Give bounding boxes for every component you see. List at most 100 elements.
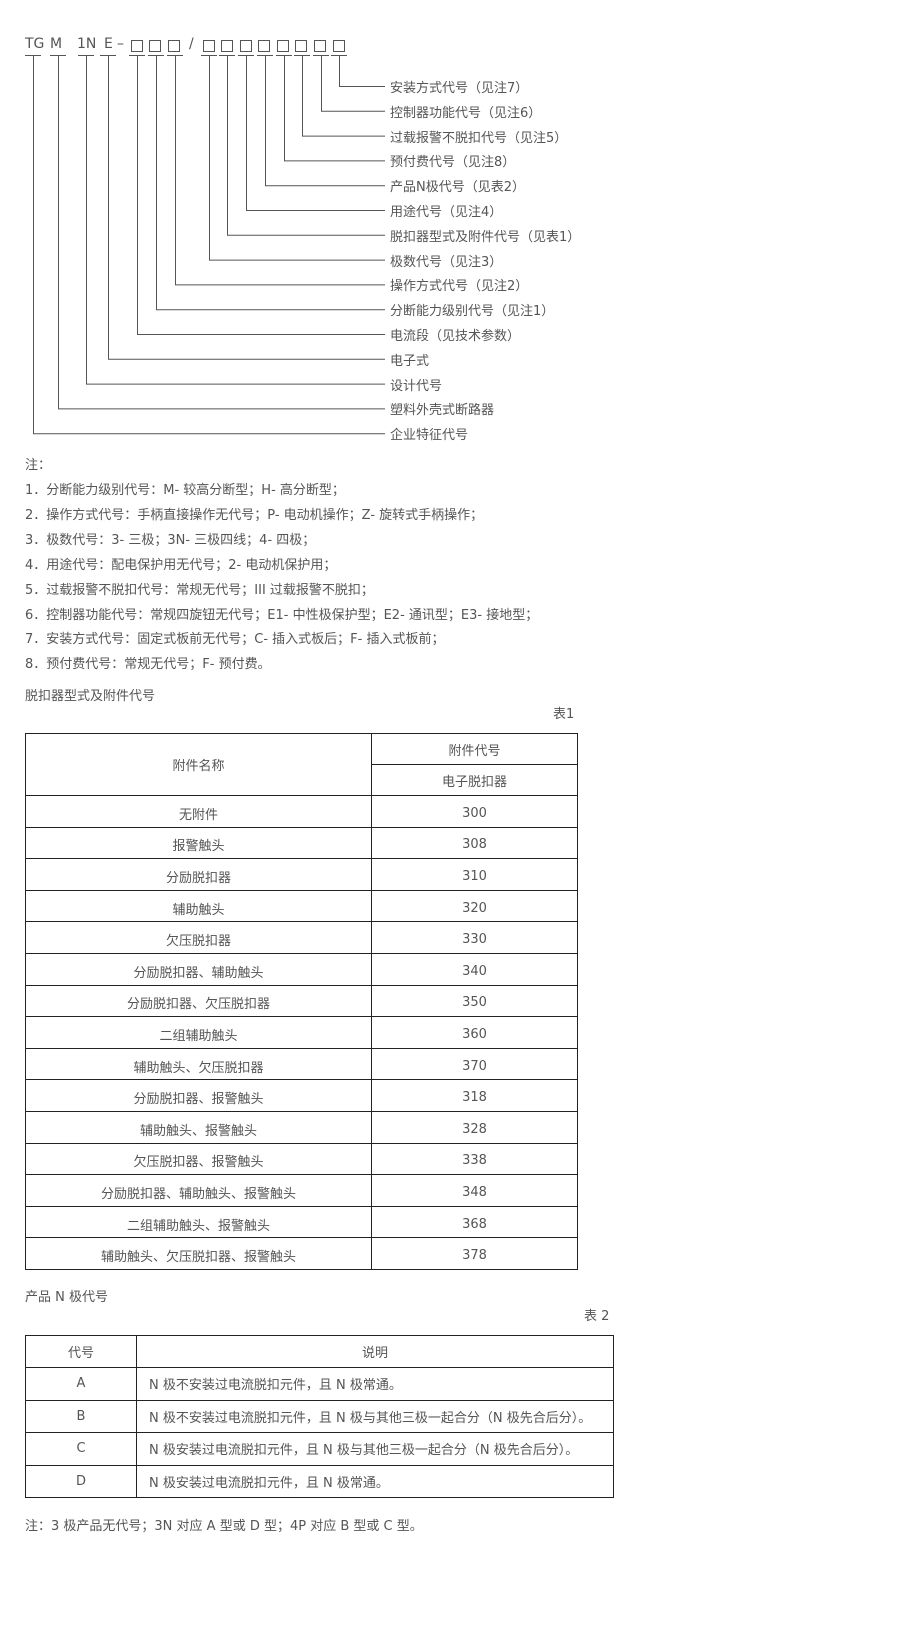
code-placeholder-box (333, 40, 345, 52)
n-pole-description: N 极不安装过电流脱扣元件，且 N 极常通。 (136, 1367, 614, 1401)
code-placeholder-box (131, 40, 143, 52)
code-token: M (50, 36, 63, 52)
accessory-name: 无附件 (25, 795, 372, 828)
table-row: 分励脱扣器 310 (25, 858, 578, 891)
accessory-code: 340 (371, 952, 578, 986)
table-row: 二组辅助触头 360 (25, 1016, 578, 1049)
header-accessory-name: 附件名称 (25, 733, 372, 796)
table-row: 分励脱扣器、报警触头 318 (25, 1079, 578, 1112)
table-row: 辅助触头、欠压脱扣器、报警触头 378 (25, 1237, 578, 1270)
accessory-code: 330 (371, 921, 578, 954)
accessory-code: 318 (371, 1079, 578, 1112)
code-label: 安装方式代号（见注7） (390, 81, 529, 96)
accessory-name: 辅助触头、欠压脱扣器、报警触头 (25, 1237, 372, 1270)
code-placeholder-box (203, 40, 215, 52)
table2-title: 产品 N 极代号 (25, 1290, 108, 1305)
code-placeholder-box (168, 40, 180, 52)
footnote: 注：3 极产品无代号；3N 对应 A 型或 D 型；4P 对应 B 型或 C 型… (25, 1519, 423, 1534)
code-token: / (189, 36, 194, 52)
accessory-name: 欠压脱扣器 (25, 921, 372, 954)
table2-number: 表 2 (584, 1309, 610, 1324)
header-electronic-release: 电子脱扣器 (371, 764, 578, 796)
table-row: 二组辅助触头、报警触头 368 (25, 1205, 578, 1239)
code-label: 企业特征代号 (390, 428, 469, 444)
accessory-name: 分励脱扣器 (25, 858, 372, 891)
accessory-name: 辅助触头、报警触头 (25, 1110, 372, 1144)
code-label: 脱扣器型式及附件代号（见表1） (390, 229, 581, 245)
accessory-name: 辅助触头、欠压脱扣器 (25, 1047, 372, 1081)
note-item: 1．分断能力级别代号：M- 较高分断型；H- 高分断型； (25, 483, 345, 498)
diagram-lines (25, 55, 385, 435)
table-row: 无附件 300 (25, 795, 578, 828)
code-placeholder-box (295, 40, 307, 52)
code-token: E (104, 36, 113, 52)
table-row: 辅助触头、报警触头 328 (25, 1110, 578, 1144)
accessory-code: 370 (371, 1047, 578, 1081)
code-label: 分断能力级别代号（见注1） (390, 304, 555, 320)
n-pole-code: A (25, 1367, 137, 1401)
accessory-code: 300 (371, 795, 578, 828)
accessory-code: 308 (371, 826, 578, 860)
n-pole-code: C (25, 1432, 137, 1466)
accessory-name: 报警触头 (25, 826, 372, 860)
accessory-name: 分励脱扣器、报警触头 (25, 1079, 372, 1112)
note-item: 3．极数代号：3- 三极；3N- 三极四线；4- 四极； (25, 532, 316, 548)
notes-heading: 注： (25, 458, 52, 473)
accessory-code: 310 (371, 858, 578, 891)
code-label: 预付费代号（见注8） (390, 155, 516, 171)
accessory-code: 320 (371, 889, 578, 923)
accessory-code: 328 (371, 1110, 578, 1144)
accessory-name: 分励脱扣器、欠压脱扣器 (25, 984, 372, 1018)
accessory-code: 350 (371, 984, 578, 1018)
code-placeholder-box (277, 40, 289, 52)
accessory-name: 二组辅助触头、报警触头 (25, 1205, 372, 1239)
code-label: 用途代号（见注4） (390, 205, 503, 220)
code-token: 1N (77, 36, 97, 52)
code-label: 过载报警不脱扣代号（见注5） (390, 130, 568, 146)
accessory-code: 360 (371, 1016, 578, 1049)
n-pole-description: N 极安装过电流脱扣元件，且 N 极与其他三极一起合分（N 极先合后分）。 (136, 1432, 614, 1466)
code-placeholder-box (240, 40, 252, 52)
table-row: 辅助触头、欠压脱扣器 370 (25, 1047, 578, 1081)
code-label: 控制器功能代号（见注6） (390, 105, 542, 121)
header-description: 说明 (136, 1335, 614, 1368)
accessory-code-table: 附件名称 附件代号 电子脱扣器 无附件 300 报警触头 308 分励脱扣器 310 辅助触… (25, 733, 578, 1270)
table-row: 分励脱扣器、欠压脱扣器 350 (25, 984, 578, 1018)
accessory-code: 378 (371, 1237, 578, 1270)
header-code: 代号 (25, 1335, 137, 1368)
model-code-diagram: TG M 1N E – / 安装方式代号（见注7） 控制器功能代号（见注6） 过载报警不脱扣代号… (0, 0, 900, 450)
accessory-code: 368 (371, 1205, 578, 1239)
note-item: 2．操作方式代号：手柄直接操作无代号；P- 电动机操作；Z- 旋转式手柄操作； (25, 507, 484, 523)
table-row: 报警触头 308 (25, 826, 578, 860)
accessory-code: 348 (371, 1174, 578, 1207)
accessory-name: 辅助触头 (25, 889, 372, 923)
table1-number: 表1 (553, 707, 575, 722)
note-item: 8．预付费代号：常规无代号；F- 预付费。 (25, 657, 271, 673)
code-label: 电子式 (390, 353, 430, 369)
accessory-code: 338 (371, 1142, 578, 1176)
code-placeholder-box (149, 40, 161, 52)
code-label: 塑料外壳式断路器 (390, 403, 495, 419)
table1-title: 脱扣器型式及附件代号 (25, 689, 156, 704)
accessory-name: 二组辅助触头 (25, 1016, 372, 1049)
code-label: 操作方式代号（见注2） (390, 279, 529, 295)
code-label: 电流段（见技术参数） (390, 329, 521, 344)
n-pole-description: N 极不安装过电流脱扣元件，且 N 极与其他三极一起合分（N 极先合后分）。 (136, 1399, 614, 1433)
note-item: 4．用途代号：配电保护用无代号；2- 电动机保护用； (25, 557, 337, 573)
note-item: 7．安装方式代号：固定式板前无代号；C- 插入式板后；F- 插入式板前； (25, 632, 445, 648)
table-row: 辅助触头 320 (25, 889, 578, 923)
code-label: 产品N极代号（见表2） (390, 180, 525, 196)
accessory-name: 分励脱扣器、辅助触头、报警触头 (25, 1174, 372, 1207)
code-placeholder-box (314, 40, 326, 52)
accessory-name: 欠压脱扣器、报警触头 (25, 1142, 372, 1176)
code-token: TG (25, 36, 45, 52)
table-row: 分励脱扣器、辅助触头、报警触头 348 (25, 1174, 578, 1207)
n-pole-code: D (25, 1464, 137, 1498)
code-placeholder-box (221, 40, 233, 52)
code-label: 设计代号 (390, 378, 443, 394)
note-item: 5．过载报警不脱扣代号：常规无代号；III 过载报警不脱扣； (25, 582, 374, 598)
code-token: – (117, 36, 124, 52)
